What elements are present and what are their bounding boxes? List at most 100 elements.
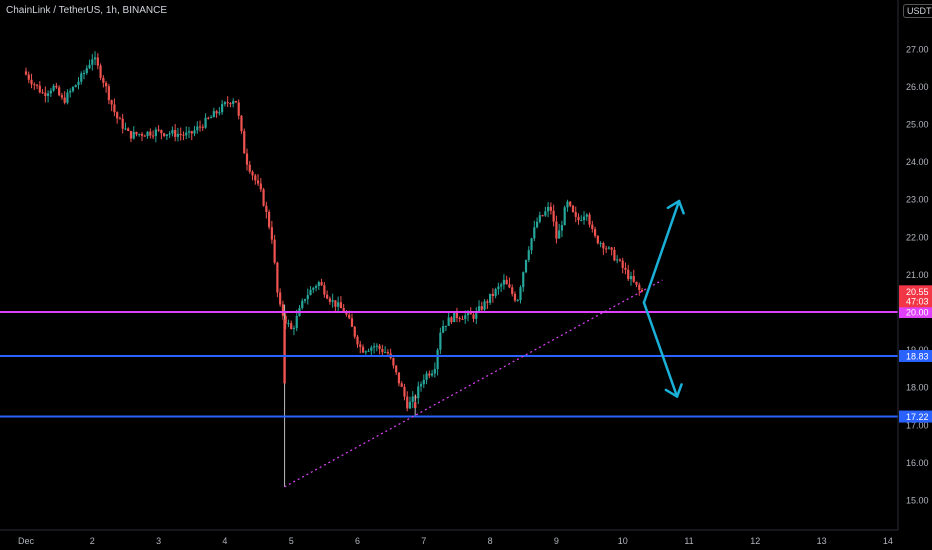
candle — [47, 93, 50, 96]
candle — [353, 326, 356, 337]
candle — [544, 211, 547, 216]
currency-badge[interactable]: USDT — [903, 4, 932, 18]
candle — [176, 134, 180, 137]
candle — [312, 287, 315, 290]
candle — [215, 111, 218, 114]
candle — [99, 65, 102, 78]
candle — [135, 131, 138, 135]
projection-arrow-up[interactable] — [642, 199, 681, 304]
candle — [44, 92, 47, 96]
candle — [301, 300, 304, 309]
y-tick-label: 17.00 — [906, 420, 929, 430]
candle — [198, 126, 202, 128]
levels-layer — [0, 311, 898, 418]
candle — [477, 306, 481, 312]
candles-layer — [24, 51, 644, 487]
candle — [475, 311, 478, 319]
candle — [309, 289, 312, 296]
candle — [591, 224, 594, 230]
candle — [143, 135, 146, 137]
candle — [171, 130, 174, 134]
candle — [505, 279, 508, 285]
time-axis[interactable]: Dec 2 3 4 5 6 7 8 9 10 11 12 13 14 — [0, 529, 898, 546]
candle — [127, 128, 130, 131]
candle — [80, 73, 83, 82]
candle — [157, 129, 160, 131]
candle — [610, 247, 613, 250]
candle — [209, 117, 213, 119]
price-axis[interactable]: 15.0016.0017.0018.0019.0020.0021.0022.00… — [897, 0, 932, 530]
candle — [439, 332, 442, 350]
candle — [593, 229, 597, 236]
candle — [168, 133, 171, 135]
candle — [555, 221, 558, 239]
candle — [41, 92, 44, 94]
candle — [455, 311, 459, 319]
candle — [207, 117, 210, 119]
candle — [356, 336, 359, 345]
support-trendline[interactable] — [284, 279, 663, 488]
candle — [372, 346, 376, 348]
candle — [276, 262, 279, 293]
candle — [464, 315, 467, 320]
candle — [563, 207, 566, 226]
candle — [33, 84, 36, 86]
candle — [314, 286, 318, 288]
candle — [530, 238, 533, 251]
candle — [201, 126, 204, 128]
candle — [461, 318, 464, 320]
x-tick-label: 12 — [750, 536, 760, 546]
candle — [82, 73, 86, 75]
candle — [406, 396, 409, 409]
y-tick-label: 15.00 — [906, 496, 929, 506]
candle — [292, 328, 296, 330]
candle — [165, 134, 168, 136]
x-tick-label: 3 — [156, 536, 161, 546]
candle — [596, 235, 599, 244]
candle — [107, 86, 110, 101]
candle — [52, 85, 55, 91]
candle — [196, 126, 199, 131]
y-tick-label: 26.00 — [906, 82, 929, 92]
candle — [574, 211, 577, 217]
candle — [58, 87, 61, 96]
candle — [516, 300, 519, 302]
x-tick-label: 14 — [883, 536, 893, 546]
x-tick-label: 13 — [817, 536, 827, 546]
level-price-label: 17.22 — [906, 412, 929, 422]
candle — [273, 239, 276, 263]
candle — [283, 319, 286, 384]
candle — [621, 260, 624, 268]
candle — [378, 345, 381, 349]
candle — [60, 95, 64, 98]
arrowhead — [675, 383, 683, 398]
projection-arrow-down[interactable] — [642, 301, 679, 398]
candle — [436, 349, 439, 370]
candle — [328, 298, 331, 302]
candle — [599, 243, 602, 245]
candle — [632, 276, 635, 282]
candle — [588, 214, 591, 225]
candle — [384, 352, 387, 354]
candle — [627, 269, 630, 280]
candle — [187, 131, 191, 133]
symbol-title[interactable]: ChainLink / TetherUS, 1h, BINANCE — [6, 5, 168, 16]
candle — [102, 77, 105, 83]
trendline-layer — [284, 279, 663, 488]
candle — [342, 308, 345, 313]
candle — [118, 118, 122, 120]
candle — [163, 133, 166, 136]
level-price-label: 18.83 — [906, 351, 929, 361]
candle — [458, 318, 461, 320]
candle — [290, 323, 293, 329]
candle — [204, 117, 207, 128]
candle — [185, 132, 188, 136]
x-tick-label: 2 — [90, 536, 95, 546]
bar-countdown-label: 47:03 — [906, 296, 929, 306]
candle — [413, 402, 417, 408]
candle — [146, 131, 149, 137]
candle — [295, 316, 298, 329]
candle — [359, 344, 362, 347]
candle — [433, 369, 436, 374]
